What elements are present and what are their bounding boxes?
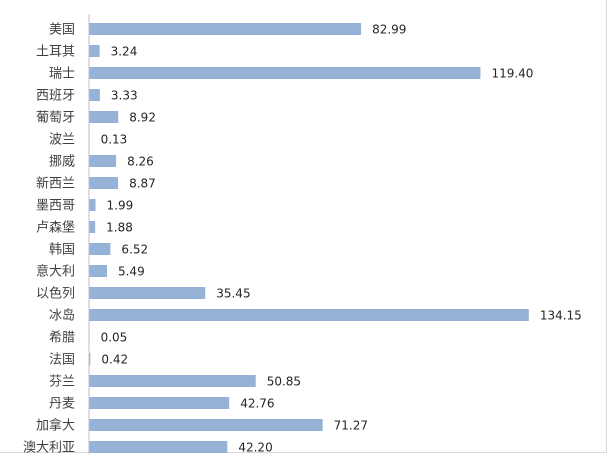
data-label: 8.87 bbox=[129, 177, 156, 191]
category-label: 冰岛 bbox=[49, 308, 75, 324]
data-label: 42.76 bbox=[240, 397, 274, 411]
data-label: 0.05 bbox=[101, 331, 128, 345]
data-label: 50.85 bbox=[267, 375, 301, 389]
category-label: 以色列 bbox=[36, 286, 75, 302]
data-label: 119.40 bbox=[491, 67, 533, 81]
bar bbox=[89, 177, 119, 189]
bar bbox=[89, 89, 100, 101]
data-label: 5.49 bbox=[118, 265, 145, 279]
category-label: 卢森堡 bbox=[36, 220, 75, 236]
bar bbox=[89, 441, 228, 453]
category-label: 波兰 bbox=[49, 133, 75, 148]
category-label: 葡萄牙 bbox=[36, 111, 75, 126]
bar bbox=[89, 23, 362, 35]
category-label: 西班牙 bbox=[36, 89, 75, 104]
data-label: 0.42 bbox=[101, 353, 128, 367]
data-label: 8.26 bbox=[127, 155, 154, 169]
bar bbox=[89, 155, 117, 167]
data-label: 42.20 bbox=[238, 441, 272, 454]
data-label: 3.24 bbox=[111, 45, 138, 59]
bar bbox=[89, 221, 96, 233]
bar bbox=[89, 397, 230, 409]
value-labels: 82.99 3.24 119.40 3.33 8.920.13 8.26 8.87 1.99 1… bbox=[101, 23, 582, 454]
category-label: 土耳其 bbox=[36, 45, 75, 60]
data-label: 82.99 bbox=[372, 23, 406, 37]
category-label: 墨西哥 bbox=[36, 199, 75, 214]
category-label: 韩国 bbox=[49, 243, 75, 258]
category-label: 丹麦 bbox=[49, 397, 75, 412]
data-label: 0.13 bbox=[101, 133, 128, 147]
data-label: 35.45 bbox=[216, 287, 250, 301]
bar bbox=[89, 375, 256, 387]
category-label: 意大利 bbox=[36, 264, 75, 280]
bars-group bbox=[89, 23, 529, 453]
category-label: 瑞士 bbox=[49, 67, 75, 82]
category-label: 澳大利亚 bbox=[23, 440, 75, 454]
bar bbox=[89, 353, 91, 365]
category-label: 加拿大 bbox=[36, 418, 75, 434]
data-label: 8.92 bbox=[129, 111, 156, 125]
category-label: 挪威 bbox=[49, 155, 75, 170]
category-label: 希腊 bbox=[49, 331, 75, 346]
data-label: 134.15 bbox=[540, 309, 582, 323]
category-label: 新西兰 bbox=[36, 176, 75, 192]
bar bbox=[89, 419, 323, 431]
data-label: 6.52 bbox=[121, 243, 148, 257]
data-label: 71.27 bbox=[334, 419, 368, 433]
data-label: 1.88 bbox=[106, 221, 133, 235]
data-label: 1.99 bbox=[107, 199, 134, 213]
bar bbox=[89, 67, 481, 79]
category-label: 芬兰 bbox=[49, 375, 75, 390]
bar bbox=[89, 199, 96, 211]
bar bbox=[89, 243, 111, 255]
bar bbox=[89, 265, 107, 277]
bar bbox=[89, 45, 100, 57]
bar bbox=[89, 287, 206, 299]
category-labels: 美国土耳其瑞士西班牙葡萄牙波兰挪威新西兰墨西哥卢森堡韩国意大利以色列冰岛希腊法国… bbox=[23, 23, 75, 454]
bar bbox=[89, 309, 529, 321]
category-label: 美国 bbox=[49, 23, 75, 38]
category-label: 法国 bbox=[49, 353, 75, 368]
bar bbox=[89, 111, 119, 123]
data-label: 3.33 bbox=[111, 89, 138, 103]
